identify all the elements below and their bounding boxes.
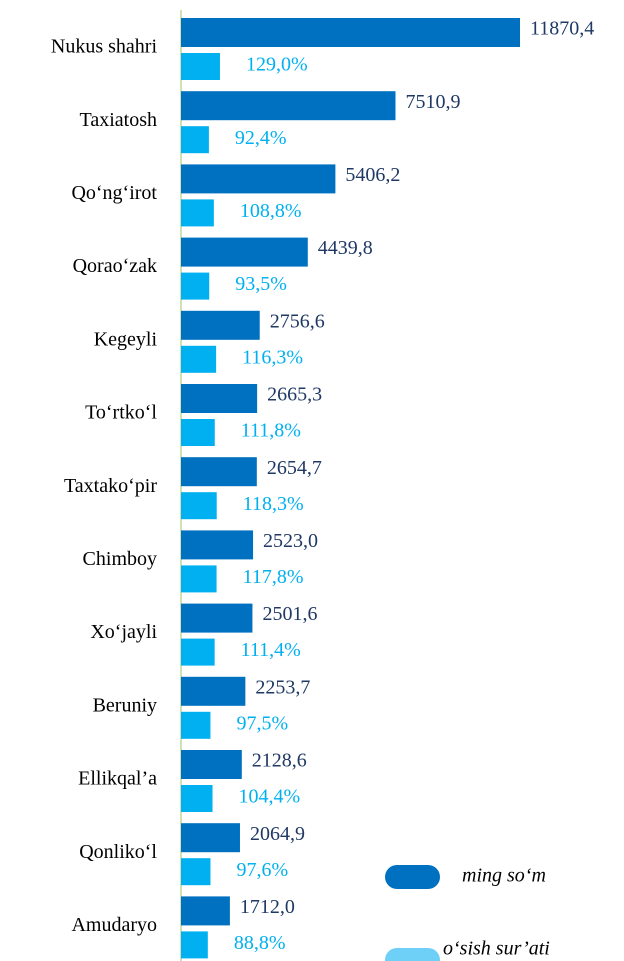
category-label: Beruniy	[93, 694, 157, 716]
bar	[181, 676, 246, 706]
category-label: Qorao‘zak	[73, 255, 157, 277]
legend-swatch	[385, 948, 440, 961]
category-label: Chimboy	[83, 548, 157, 570]
bar	[181, 91, 396, 121]
value-label: 2128,6	[252, 750, 307, 772]
bar	[181, 345, 217, 373]
value-label: 5406,2	[345, 164, 400, 186]
value-label: 2064,9	[250, 823, 305, 845]
bar	[181, 896, 230, 926]
bar	[181, 164, 336, 194]
value-label: 129,0%	[246, 54, 308, 76]
value-label: 111,8%	[241, 420, 301, 442]
legend-label: ming so‘m	[462, 865, 546, 887]
legend-swatch	[385, 865, 440, 889]
value-label: 93,5%	[235, 273, 287, 295]
value-label: 88,8%	[234, 932, 286, 954]
category-label: To‘rtko‘l	[85, 402, 157, 424]
bar	[181, 785, 213, 812]
bar	[181, 419, 215, 446]
value-label: 2654,7	[267, 457, 322, 479]
bar	[181, 823, 240, 853]
value-label: 104,4%	[239, 786, 301, 808]
bar	[181, 565, 217, 593]
category-label: Nukus shahri	[51, 36, 158, 58]
value-label: 2523,0	[263, 530, 318, 552]
value-label: 118,3%	[243, 493, 304, 515]
bar	[181, 199, 214, 227]
value-label: 1712,0	[240, 896, 295, 918]
legend-label: o‘sish sur’ati	[443, 938, 550, 960]
value-label: 2665,3	[267, 384, 322, 406]
bar	[181, 603, 253, 633]
category-label: Taxtako‘pir	[64, 475, 157, 497]
category-label: Ellikqal’a	[78, 768, 157, 790]
value-label: 2253,7	[255, 676, 310, 698]
bar	[181, 492, 217, 520]
value-label: 11870,4	[530, 18, 594, 40]
category-label: Amudaryo	[71, 914, 157, 936]
bar	[181, 858, 211, 886]
bar	[181, 126, 209, 154]
value-label: 117,8%	[243, 566, 304, 588]
bar	[181, 272, 210, 300]
value-label: 2756,6	[270, 310, 325, 332]
value-label: 97,6%	[236, 859, 288, 881]
bar	[181, 711, 211, 739]
value-label: 111,4%	[241, 639, 301, 661]
value-label: 92,4%	[235, 127, 287, 149]
bar	[181, 530, 254, 560]
value-label: 108,8%	[240, 200, 302, 222]
bar	[181, 931, 208, 959]
category-label: Taxiatosh	[80, 109, 157, 131]
bar	[181, 384, 258, 413]
value-label: 97,5%	[236, 712, 288, 734]
bar	[181, 457, 257, 487]
bar	[181, 310, 260, 340]
bar	[181, 638, 215, 666]
category-label: Kegeyli	[94, 328, 158, 350]
bar	[181, 750, 242, 779]
category-label: Qonliko‘l	[79, 841, 157, 863]
category-label: Xo‘jayli	[90, 621, 157, 643]
bar	[181, 53, 220, 80]
category-label: Qo‘ng‘irot	[71, 182, 157, 204]
value-label: 116,3%	[242, 346, 303, 368]
bar	[181, 237, 308, 267]
value-label: 2501,6	[262, 603, 317, 625]
value-label: 7510,9	[405, 91, 460, 113]
value-label: 4439,8	[318, 237, 373, 259]
bar	[181, 18, 520, 47]
